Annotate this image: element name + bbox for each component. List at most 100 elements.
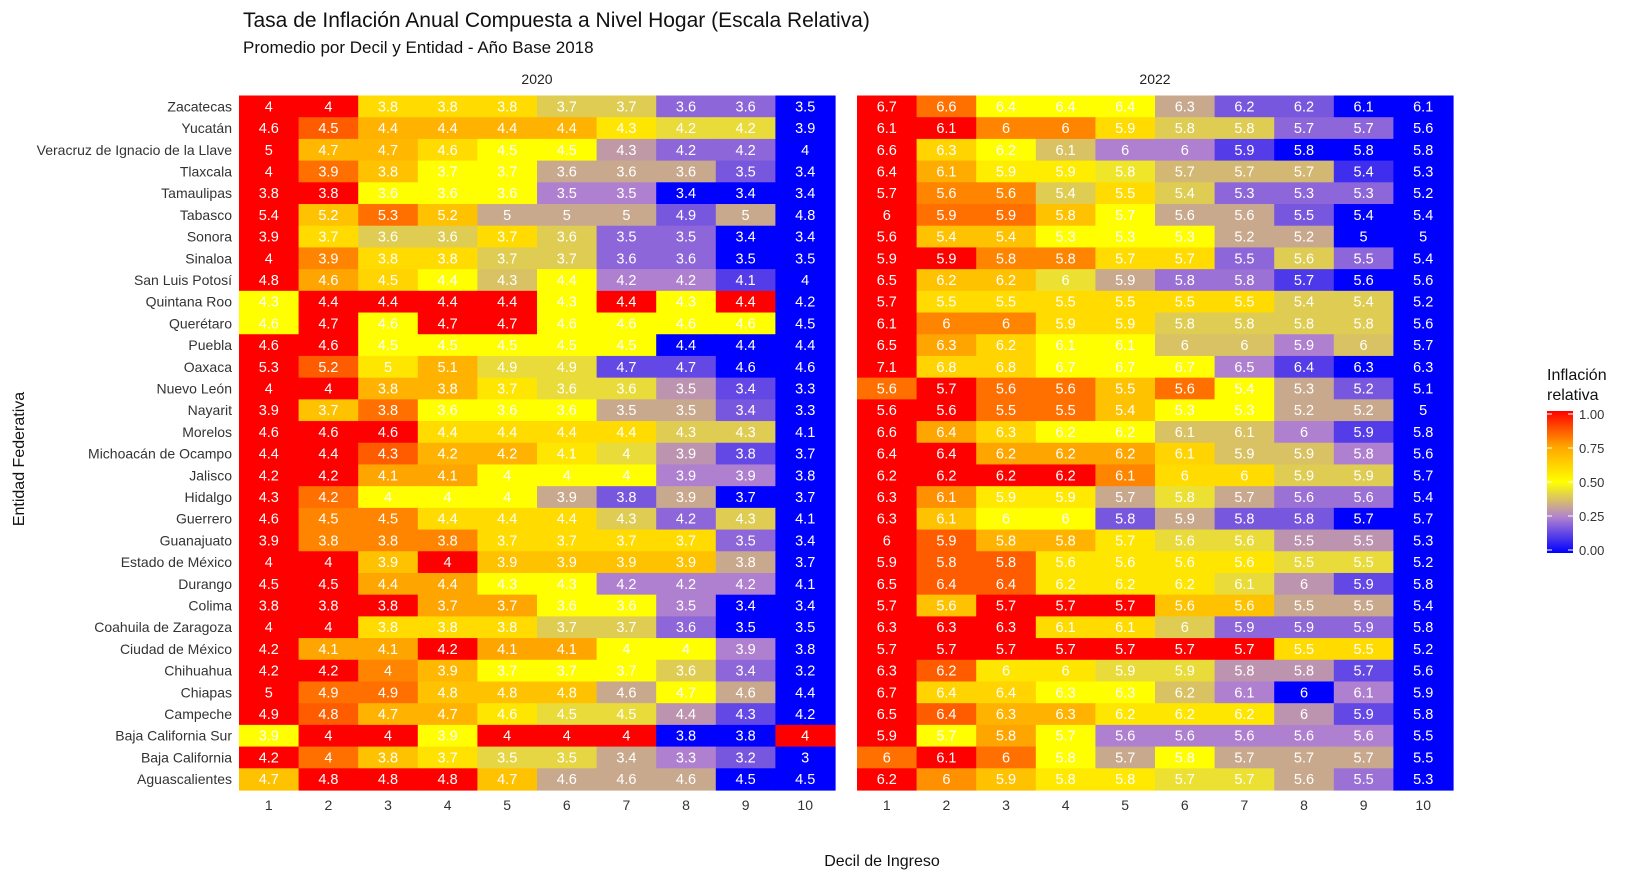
cell-value-label: 3.7 [438,599,458,615]
heatmap-cell [857,616,918,639]
cell-value-label: 6.3 [1056,685,1076,701]
cell-value-label: 5.9 [1056,316,1076,332]
cell-value-label: 4.6 [557,772,577,788]
cell-value-label: 3.4 [795,599,815,615]
heatmap-cell [1095,594,1156,617]
y-tick-label: Tabasco [180,207,232,223]
heatmap-cell [537,486,598,509]
heatmap-cell [417,594,478,617]
cell-value-label: 5.8 [1175,750,1195,766]
heatmap-cell [1333,594,1394,617]
heatmap-cell [916,204,977,227]
cell-value-label: 3.7 [616,620,636,636]
heatmap-cell [1155,225,1216,249]
cell-value-label: 4.7 [676,685,696,701]
heatmap-cell [239,442,300,466]
cell-value-label: 5.5 [1056,295,1076,311]
heatmap-cell [715,355,776,379]
cell-value-label: 5.2 [438,208,458,224]
heatmap-cell [596,551,657,574]
heatmap-cell [1095,138,1156,162]
cell-value-label: 4.4 [676,338,696,354]
cell-value-label: 6.2 [996,468,1016,484]
cell-value-label: 4 [622,729,630,745]
cell-value-label: 3.7 [497,164,517,180]
heatmap-cell [1333,334,1394,357]
cell-value-label: 5.5 [1115,186,1135,202]
cell-value-label: 3.8 [318,186,338,202]
heatmap-cell [916,442,977,466]
heatmap-cell [1333,421,1394,444]
heatmap-cell [358,616,419,639]
cell-value-label: 6 [1181,468,1189,484]
cell-value-label: 6.4 [996,685,1016,701]
cell-value-label: 6 [883,533,891,549]
heatmap-cell [656,681,717,704]
heatmap-cell [775,486,836,509]
heatmap-cell [775,594,836,617]
heatmap-cell [916,117,977,140]
heatmap-cell [596,681,657,704]
cell-value-label: 5.5 [1354,642,1374,658]
heatmap-cell [916,138,977,162]
cell-value-label: 6.1 [1115,620,1135,636]
heatmap-cell [596,529,657,552]
cell-value-label: 3.8 [438,533,458,549]
cell-value-label: 6.4 [996,577,1016,593]
heatmap-cell [715,616,776,639]
cell-value-label: 4.9 [259,707,279,723]
y-axis-title: Entidad Federativa [11,392,28,526]
x-tick-label: 5 [1121,797,1129,813]
cell-value-label: 5.8 [1234,121,1254,137]
heatmap-cell [239,355,300,379]
cell-value-label: 5.9 [996,164,1016,180]
cell-value-label: 5.5 [1294,555,1314,571]
cell-value-label: 5.9 [1115,664,1135,680]
heatmap-cell [916,703,977,726]
heatmap-cell [1393,204,1454,227]
heatmap-cell [358,768,419,791]
heatmap-cell [1035,355,1096,379]
heatmap-cell [976,486,1037,509]
cell-value-label: 4.3 [676,295,696,311]
y-tick-label: Campeche [164,706,232,722]
heatmap-cell [1393,551,1454,574]
heatmap-cell [596,746,657,769]
heatmap-cell [1155,659,1216,683]
cell-value-label: 3.8 [795,468,815,484]
heatmap-cell [358,681,419,704]
y-tick-label: Durango [178,576,232,592]
cell-value-label: 3.8 [378,750,398,766]
cell-value-label: 5.7 [1234,164,1254,180]
heatmap-cell [857,269,918,292]
heatmap-cell [1274,529,1335,552]
cell-value-label: 4.8 [318,707,338,723]
heatmap-cell [298,486,359,509]
heatmap-cell [1155,746,1216,769]
cell-value-label: 4.3 [736,707,756,723]
cell-value-label: 5.8 [1294,316,1314,332]
cell-value-label: 6.1 [877,316,897,332]
heatmap-cell [857,551,918,574]
cell-value-label: 5.5 [1354,555,1374,571]
heatmap-cell [358,334,419,357]
heatmap-cell [596,117,657,140]
heatmap-cell [358,572,419,596]
heatmap-cell [1333,225,1394,249]
cell-value-label: 5.9 [877,555,897,571]
heatmap-cell [715,746,776,769]
heatmap-cell [976,746,1037,769]
heatmap-cell [775,507,836,531]
heatmap-cell [358,486,419,509]
heatmap-cell [775,290,836,314]
cell-value-label: 3.5 [736,533,756,549]
cell-value-label: 4.6 [378,316,398,332]
heatmap-cell [1155,355,1216,379]
cell-value-label: 6.1 [936,164,956,180]
heatmap-cell [656,616,717,639]
heatmap-cell [1274,464,1335,487]
heatmap-cell [775,377,836,400]
heatmap-cell [857,703,918,726]
heatmap-cell [298,247,359,270]
heatmap-cell [775,182,836,205]
